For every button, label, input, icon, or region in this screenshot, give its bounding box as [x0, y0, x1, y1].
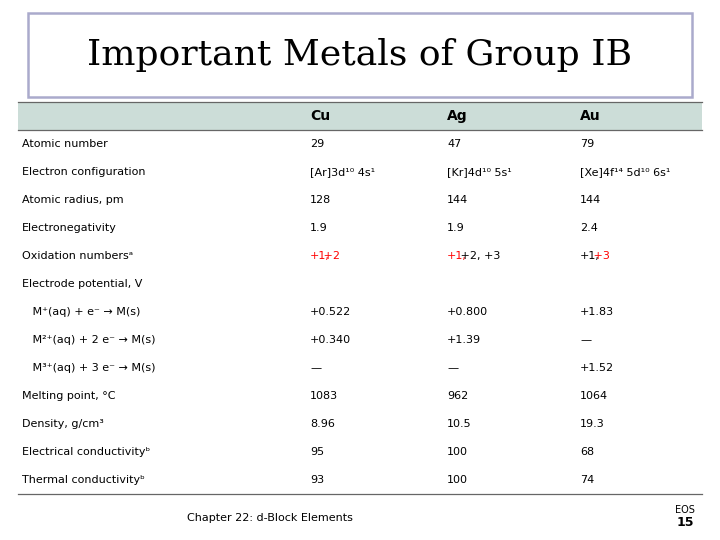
Text: +0.522: +0.522	[310, 307, 351, 317]
Text: Cu: Cu	[310, 109, 330, 123]
Text: [Kr]4d¹⁰ 5s¹: [Kr]4d¹⁰ 5s¹	[447, 167, 512, 177]
Text: +0.800: +0.800	[447, 307, 488, 317]
Text: M³⁺(aq) + 3 e⁻ → M(s): M³⁺(aq) + 3 e⁻ → M(s)	[22, 363, 156, 373]
Text: Atomic radius, pm: Atomic radius, pm	[22, 195, 124, 205]
Text: 19.3: 19.3	[580, 419, 605, 429]
FancyBboxPatch shape	[28, 13, 692, 97]
Text: 144: 144	[447, 195, 468, 205]
Text: Electronegativity: Electronegativity	[22, 223, 117, 233]
Text: —: —	[447, 363, 458, 373]
Text: Oxidation numbersᵃ: Oxidation numbersᵃ	[22, 251, 133, 261]
Text: +1.52: +1.52	[580, 363, 614, 373]
Text: Chapter 22: d-Block Elements: Chapter 22: d-Block Elements	[187, 513, 353, 523]
Text: 93: 93	[310, 475, 324, 485]
Text: 74: 74	[580, 475, 594, 485]
Text: Electrode potential, V: Electrode potential, V	[22, 279, 143, 289]
Text: 1.9: 1.9	[447, 223, 464, 233]
Text: 1083: 1083	[310, 391, 338, 401]
Text: Melting point, °C: Melting point, °C	[22, 391, 115, 401]
Text: 29: 29	[310, 139, 324, 149]
Text: +1.39: +1.39	[447, 335, 481, 345]
Text: +1.83: +1.83	[580, 307, 614, 317]
Text: 100: 100	[447, 475, 468, 485]
Text: 128: 128	[310, 195, 331, 205]
Text: [Xe]4f¹⁴ 5d¹⁰ 6s¹: [Xe]4f¹⁴ 5d¹⁰ 6s¹	[580, 167, 670, 177]
Text: +1,: +1,	[310, 251, 330, 261]
Text: 100: 100	[447, 447, 468, 457]
Text: 8.96: 8.96	[310, 419, 335, 429]
Text: Important Metals of Group IB: Important Metals of Group IB	[87, 38, 633, 72]
Text: +1,: +1,	[580, 251, 600, 261]
Text: 1064: 1064	[580, 391, 608, 401]
Text: Ag: Ag	[447, 109, 467, 123]
Text: +3: +3	[590, 251, 611, 261]
Text: 68: 68	[580, 447, 594, 457]
Text: 1.9: 1.9	[310, 223, 328, 233]
Text: M²⁺(aq) + 2 e⁻ → M(s): M²⁺(aq) + 2 e⁻ → M(s)	[22, 335, 156, 345]
Bar	[18, 102, 702, 130]
Text: +2: +2	[320, 251, 341, 261]
Text: Au: Au	[580, 109, 600, 123]
Text: M⁺(aq) + e⁻ → M(s): M⁺(aq) + e⁻ → M(s)	[22, 307, 140, 317]
Text: +2, +3: +2, +3	[457, 251, 500, 261]
Text: 10.5: 10.5	[447, 419, 472, 429]
Text: +1,: +1,	[447, 251, 467, 261]
Text: —: —	[310, 363, 321, 373]
Text: 2.4: 2.4	[580, 223, 598, 233]
Text: 15: 15	[676, 516, 694, 529]
Text: —: —	[580, 335, 591, 345]
Text: 962: 962	[447, 391, 468, 401]
Text: Electron configuration: Electron configuration	[22, 167, 145, 177]
Text: 47: 47	[447, 139, 462, 149]
Text: Atomic number: Atomic number	[22, 139, 108, 149]
Text: 95: 95	[310, 447, 324, 457]
Text: 144: 144	[580, 195, 601, 205]
Text: [Ar]3d¹⁰ 4s¹: [Ar]3d¹⁰ 4s¹	[310, 167, 375, 177]
Text: EOS: EOS	[675, 505, 695, 515]
Text: +0.340: +0.340	[310, 335, 351, 345]
Text: Density, g/cm³: Density, g/cm³	[22, 419, 104, 429]
Text: Electrical conductivityᵇ: Electrical conductivityᵇ	[22, 447, 150, 457]
Text: 79: 79	[580, 139, 594, 149]
Text: Thermal conductivityᵇ: Thermal conductivityᵇ	[22, 475, 145, 485]
